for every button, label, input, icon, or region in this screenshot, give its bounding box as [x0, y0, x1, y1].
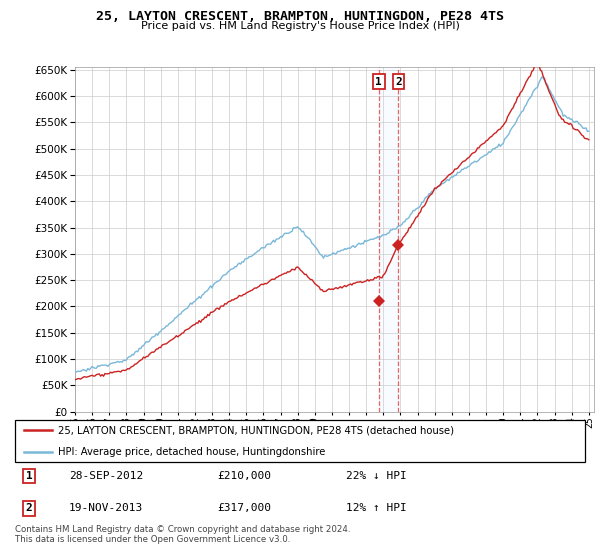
Text: 1: 1 [376, 77, 382, 87]
Text: 1: 1 [26, 471, 32, 481]
Text: £317,000: £317,000 [217, 503, 271, 514]
Text: Price paid vs. HM Land Registry's House Price Index (HPI): Price paid vs. HM Land Registry's House … [140, 21, 460, 31]
Text: 25, LAYTON CRESCENT, BRAMPTON, HUNTINGDON, PE28 4TS: 25, LAYTON CRESCENT, BRAMPTON, HUNTINGDO… [96, 10, 504, 23]
Text: £210,000: £210,000 [217, 471, 271, 481]
Text: 19-NOV-2013: 19-NOV-2013 [69, 503, 143, 514]
Text: 12% ↑ HPI: 12% ↑ HPI [346, 503, 406, 514]
Text: This data is licensed under the Open Government Licence v3.0.: This data is licensed under the Open Gov… [15, 535, 290, 544]
Text: HPI: Average price, detached house, Huntingdonshire: HPI: Average price, detached house, Hunt… [58, 447, 325, 457]
Text: Contains HM Land Registry data © Crown copyright and database right 2024.: Contains HM Land Registry data © Crown c… [15, 525, 350, 534]
Text: 22% ↓ HPI: 22% ↓ HPI [346, 471, 406, 481]
Bar [379, 67, 398, 412]
Text: 2: 2 [395, 77, 402, 87]
Text: 28-SEP-2012: 28-SEP-2012 [69, 471, 143, 481]
Text: 2: 2 [26, 503, 32, 514]
Text: 25, LAYTON CRESCENT, BRAMPTON, HUNTINGDON, PE28 4TS (detached house): 25, LAYTON CRESCENT, BRAMPTON, HUNTINGDO… [58, 425, 454, 435]
FancyBboxPatch shape [15, 420, 585, 462]
